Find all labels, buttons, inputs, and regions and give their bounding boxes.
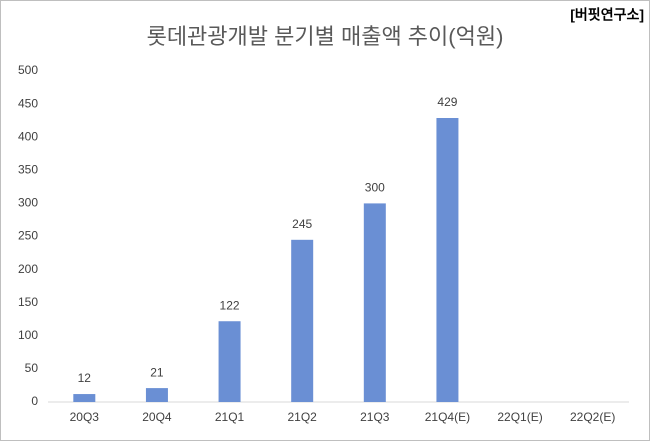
data-label: 21 — [150, 365, 164, 379]
x-tick-label: 21Q3 — [360, 410, 390, 424]
y-tick-label: 50 — [25, 361, 39, 375]
bar — [363, 203, 386, 402]
x-tick-label: 22Q2(E) — [570, 410, 615, 424]
y-tick-label: 100 — [18, 328, 38, 342]
bar — [218, 321, 241, 402]
data-label: 300 — [365, 181, 385, 195]
y-tick-label: 150 — [18, 295, 38, 309]
chart-title: 롯데관광개발 분기별 매출액 추이(억원) — [147, 24, 504, 49]
y-tick-label: 500 — [18, 63, 38, 77]
y-tick-label: 0 — [31, 394, 38, 408]
y-tick-label: 200 — [18, 262, 38, 276]
x-tick-label: 21Q1 — [215, 410, 245, 424]
x-tick-label: 20Q3 — [70, 410, 100, 424]
bar — [291, 239, 314, 402]
x-tick-label: 21Q2 — [288, 410, 318, 424]
y-tick-label: 250 — [18, 229, 38, 243]
y-tick-label: 400 — [18, 129, 38, 143]
data-label: 245 — [292, 217, 312, 231]
bar — [73, 394, 96, 402]
y-tick-label: 350 — [18, 162, 38, 176]
bar — [145, 388, 168, 402]
bar — [436, 118, 459, 402]
data-label: 122 — [220, 298, 240, 312]
y-tick-label: 300 — [18, 196, 38, 210]
watermark: [버핏연구소] — [570, 7, 644, 23]
x-tick-label: 21Q4(E) — [425, 410, 470, 424]
y-tick-label: 450 — [18, 96, 38, 110]
data-label: 12 — [78, 371, 92, 385]
x-tick-label: 22Q1(E) — [497, 410, 542, 424]
x-tick-label: 20Q4 — [142, 410, 172, 424]
data-label: 429 — [437, 95, 457, 109]
